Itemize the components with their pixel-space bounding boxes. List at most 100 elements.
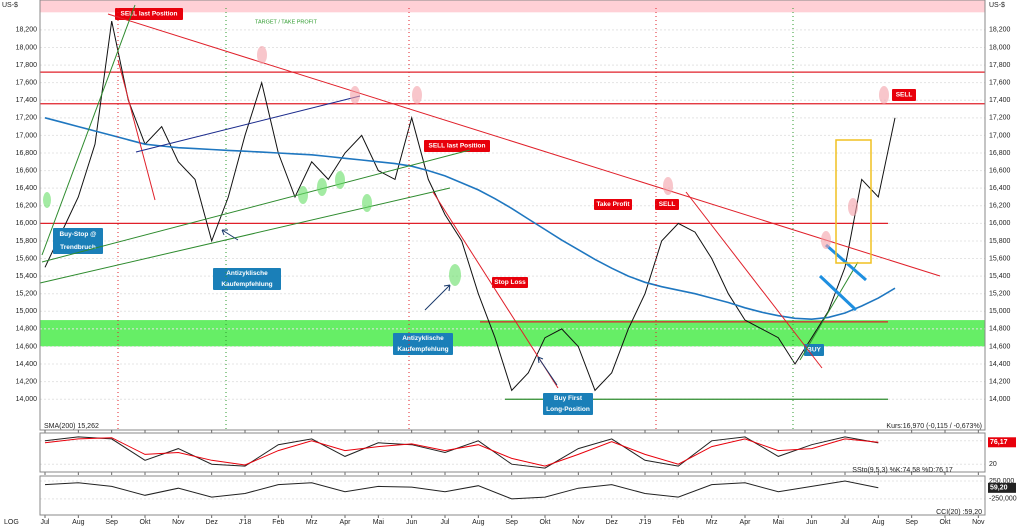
highlight	[663, 177, 673, 195]
y-tick-label: 14,600	[989, 343, 1011, 350]
annotation: Buy-Stop @ Trendbruch	[53, 228, 103, 254]
zone	[40, 320, 985, 347]
panel-frame	[39, 432, 986, 473]
x-tick-label: Apr	[740, 519, 752, 526]
x-tick-label: Mai	[773, 519, 785, 526]
x-tick-label: Sep	[505, 519, 518, 526]
trendline	[432, 191, 559, 389]
series-line	[44, 436, 879, 469]
y-tick-label: 16,800	[16, 150, 38, 157]
annotation-text: Buy First	[554, 395, 583, 402]
legend-entry: Kurs:16,970 (-0,115 / -0,673%)	[886, 423, 982, 430]
legend-entry: SMA(200) 15,262	[44, 423, 99, 430]
y-tick-label: 17,000	[989, 132, 1011, 139]
y-tick-label: 17,800	[16, 62, 38, 69]
trendline	[135, 95, 361, 153]
highlight	[848, 198, 858, 216]
annotation: Take Profit	[594, 199, 632, 210]
trendline	[818, 274, 858, 312]
current-value-label: 59,20	[990, 485, 1008, 492]
trendline	[107, 13, 941, 277]
y-tick-label: 17,800	[989, 62, 1011, 69]
y-tick-label: 16,400	[16, 185, 38, 192]
annotation-text: Trendbruch	[60, 244, 96, 251]
unit-label: US-$	[989, 2, 1005, 9]
x-tick-label: J'19	[639, 519, 652, 526]
highlight	[257, 46, 267, 64]
annotation-box	[492, 277, 528, 288]
annotation-text: SELL	[659, 201, 676, 208]
y-tick-label: 15,200	[989, 291, 1011, 298]
annotation: SELL last Position	[115, 8, 183, 20]
y-tick-label: 17,400	[16, 97, 38, 104]
annotation: TARGET / TAKE PROFIT	[255, 19, 318, 25]
y-tick-label: 14,600	[16, 343, 38, 350]
drawn-annotations	[39, 4, 941, 430]
annotation-text: SELL	[896, 92, 913, 99]
annotation: BUY	[804, 344, 824, 356]
x-tick-label: Aug	[872, 519, 885, 526]
y-tick-label: 14,400	[16, 361, 38, 368]
annotation-box	[655, 199, 679, 210]
x-tick-label: Nov	[572, 519, 585, 526]
y-tick-label: 14,000	[989, 396, 1011, 403]
x-tick-label: Okt	[940, 519, 951, 526]
annotation-text: BUY	[807, 347, 821, 354]
zone	[40, 0, 985, 13]
annotation-text: Take Profit	[596, 201, 630, 208]
annotation-text: SELL last Position	[429, 143, 486, 150]
y-tick-label: 15,600	[16, 255, 38, 262]
y-tick-label: 16,200	[989, 203, 1011, 210]
annotation-text: Antizyklische	[402, 335, 444, 342]
y-tick-label: 18,000	[16, 44, 38, 51]
trendline	[685, 191, 823, 369]
x-tick-label: Jun	[406, 519, 417, 526]
trendline	[39, 187, 451, 284]
x-tick-label: Dez	[605, 519, 618, 526]
y-tick-label: 18,200	[16, 27, 38, 34]
y-tick-label: 17,600	[16, 80, 38, 87]
highlight	[43, 192, 51, 208]
annotation-text: Buy-Stop @	[59, 231, 96, 238]
annotation-box	[393, 333, 453, 355]
y-tick-label: 17,600	[989, 80, 1011, 87]
x-tick-label: Mrz	[306, 519, 318, 526]
x-tick-label: Jul	[841, 519, 850, 526]
x-tick-label: Jun	[806, 519, 817, 526]
annotation: Buy First Long-Position	[543, 393, 593, 415]
unit-label: US-$	[2, 2, 18, 9]
y-tick-label: 14,000	[16, 396, 38, 403]
annotation: SELL last Position	[424, 140, 490, 152]
y-tick-label: 15,600	[989, 255, 1011, 262]
x-tick-label: Feb	[272, 519, 284, 526]
panel-frame	[39, 0, 986, 431]
trendline	[41, 4, 136, 256]
annotation: Antizyklische Kaufempfehlung	[393, 333, 453, 355]
arrow	[424, 284, 451, 311]
y-tick-label: 18,200	[989, 27, 1011, 34]
x-tick-label: Jul	[41, 519, 50, 526]
highlight	[335, 171, 345, 189]
y-tick-label: 18,000	[989, 44, 1011, 51]
arrow	[221, 229, 239, 241]
y-tick-label: 17,400	[989, 97, 1011, 104]
annotation-text: SELL last Position	[121, 11, 178, 18]
x-tick-label: Aug	[472, 519, 485, 526]
series-line	[44, 20, 896, 392]
y-tick-label: 15,800	[16, 238, 38, 245]
y-tick-label: -250,000	[989, 496, 1017, 503]
x-tick-label: Jul	[441, 519, 450, 526]
x-tick-label: Okt	[540, 519, 551, 526]
annotation-box	[115, 8, 183, 20]
y-tick-label: 20	[989, 461, 997, 468]
trendline	[41, 149, 471, 263]
y-tick-label: 15,000	[16, 308, 38, 315]
y-tick-label: 16,600	[16, 167, 38, 174]
series-line	[44, 480, 879, 500]
annotation-box	[594, 199, 632, 210]
y-tick-label: 14,200	[16, 378, 38, 385]
y-tick-label: 16,000	[989, 220, 1011, 227]
x-tick-label: Dez	[205, 519, 218, 526]
y-tick-label: 16,000	[16, 220, 38, 227]
